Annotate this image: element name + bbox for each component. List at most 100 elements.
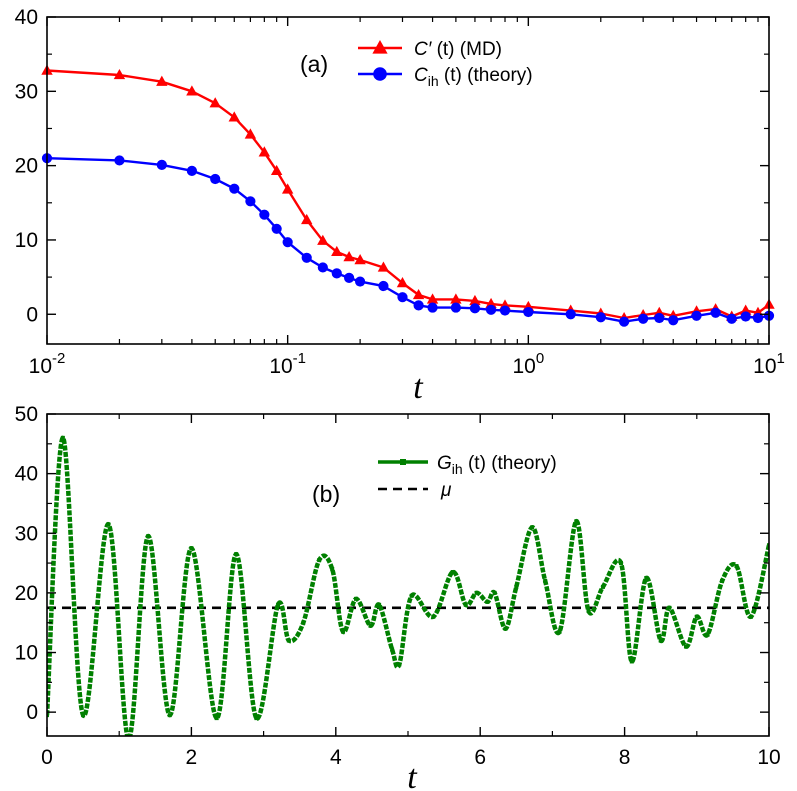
panel-a-x-axis-title: t: [413, 369, 424, 406]
panel-b-series-0-point: [694, 614, 699, 619]
panel-b-series-0-point: [317, 558, 322, 563]
legend-symbol: C: [414, 65, 428, 86]
legend-source: (theory): [491, 453, 556, 474]
panel-a-series-0-point: [244, 128, 257, 139]
panel-a-series-1-line: [46, 157, 770, 323]
panel-a-series-1-point: [740, 311, 751, 322]
panel-b-series-0-point: [167, 713, 172, 718]
panel-a-series-0-point: [331, 245, 343, 257]
panel-b-series-0-point: [106, 522, 111, 527]
panel-b-series-0-point: [81, 713, 86, 718]
panel-b-y-tick-label: 10: [15, 642, 38, 665]
panel-b-series-0-point: [485, 599, 490, 604]
panel-b-clipped: [47, 435, 769, 741]
panel-b-series-0-point: [286, 638, 291, 643]
panel-b-plot-area: [47, 435, 769, 741]
panel-a-x-tick-label-exponent: -1: [293, 350, 306, 367]
panel-a-series-0-point: [258, 146, 271, 157]
panel-a-series-1-point: [427, 302, 438, 313]
panel-a-x-tick-label-base: 10: [753, 355, 776, 378]
legend-symbol: C′: [414, 39, 433, 60]
panel-a-x-tick-label-base: 10: [29, 355, 52, 378]
legend-subscript: ih: [428, 73, 439, 89]
panel-b-series-0-point: [301, 620, 306, 625]
panel-a-series-0-point: [426, 293, 439, 304]
legend-argument: (t): [439, 65, 468, 86]
panel-b-series-0-point: [514, 584, 519, 589]
panel-b-y-tick-label: 30: [15, 522, 38, 545]
panel-a-series-1-point: [355, 276, 366, 287]
panel-b-x-tick-label: 6: [474, 746, 486, 769]
panel-b-series-0-point: [463, 602, 468, 607]
panel-b-series-0-point: [47, 713, 49, 718]
panel-b-series-0-point: [683, 644, 688, 649]
panel-b-series-0-point: [667, 605, 672, 610]
panel-a-series-1-point: [229, 183, 240, 194]
panel-b-series-0-point: [644, 575, 649, 580]
panel-a-series-0-point: [739, 304, 752, 315]
panel-b-series-0-line: [47, 435, 769, 736]
panel-a-x-tick-label-exponent: -2: [52, 350, 65, 367]
panel-a-label: (a): [300, 51, 328, 77]
panel-a-series-0-point: [469, 294, 481, 306]
panel-b-series-0-point: [431, 614, 436, 619]
panel-a-series-0-point: [209, 97, 221, 108]
panel-a-series-0-point: [396, 277, 409, 288]
legend-source: (MD): [460, 39, 502, 60]
panel-b-series-0-point: [341, 629, 346, 634]
panel-a-x-tick-label-base: 10: [512, 355, 535, 378]
panel-a-series-0-point: [412, 288, 425, 300]
panel-b-series-0-point: [368, 623, 373, 628]
panel-b-x-tick-label: 8: [619, 746, 631, 769]
panel-a-series-1-point: [668, 315, 679, 326]
panel-b-series-0-point: [705, 632, 710, 637]
panel-a-series-1-point: [331, 268, 342, 279]
panel-a-x-tick-label: 100: [512, 350, 544, 378]
panel-b-x-tick-label: 2: [186, 746, 198, 769]
panel-a-series-1-point: [619, 316, 630, 327]
panel-b-legend: Gih (t) (theory) μ: [378, 453, 557, 501]
panel-a-series-1-point: [523, 306, 534, 318]
panel-b-x-tick-label: 10: [757, 746, 780, 769]
panel-a-series-0-point: [377, 261, 390, 272]
panel-a-x-tick-label: 101: [753, 350, 785, 378]
legend-argument: (t): [463, 453, 492, 474]
panel-a-series-1-point: [397, 292, 408, 303]
panel-a-y-tick-label: 20: [15, 155, 38, 178]
panel-a-series-1-point: [413, 300, 424, 311]
panel-b-series-0-point: [127, 737, 131, 741]
panel-a-legend: C′ (t) (MD) Cih (t) (theory): [358, 39, 533, 89]
panel-a-series-1-point: [485, 304, 497, 315]
panel-b-x-tick-label: 4: [330, 746, 342, 769]
panel-a-series-1-point: [378, 280, 389, 292]
panel-b-series-0-point: [146, 534, 151, 539]
panel-b-series-0-point: [767, 543, 769, 548]
panel-a-series-1-point: [301, 252, 312, 263]
panel-b-series-0-point: [720, 578, 725, 583]
panel-a-x-tick-label: 10-1: [269, 350, 306, 378]
panel-b-series-0-point: [450, 570, 455, 575]
panel-a-series-1-point: [317, 262, 328, 273]
legend-subscript: ih: [452, 461, 463, 477]
panel-b-series-0-point: [409, 593, 414, 598]
panel-a-x-tick-label-base: 10: [269, 355, 292, 378]
panel-a-series-1-point: [114, 155, 125, 166]
panel-b-series-0-point: [390, 647, 395, 652]
legend-argument: (t): [431, 39, 460, 60]
panel-b: 0 10 20 30 40 50 0 2 4 6 8 10 (b) Gih (t) (theory) μ…: [15, 403, 781, 791]
panel-a-x-tick-label-exponent: 0: [536, 350, 544, 367]
panel-a-series-1-point: [450, 302, 461, 313]
panel-a-series-1-point: [691, 310, 702, 321]
panel-b-series-0-point: [618, 561, 623, 566]
panel-a-series-1-point: [156, 159, 167, 170]
panel-b-y-tick-label: 40: [15, 463, 38, 486]
panel-b-series-0-point: [658, 638, 663, 643]
panel-b-y-tick-label: 20: [15, 582, 38, 605]
panel-b-series-0-point: [629, 659, 634, 664]
panel-a-series-0-point: [343, 251, 355, 262]
panel-b-series-0-point: [574, 519, 579, 524]
panel-b-series-0-point: [234, 552, 239, 557]
panel-a-x-tick-label: 10-2: [29, 350, 66, 378]
